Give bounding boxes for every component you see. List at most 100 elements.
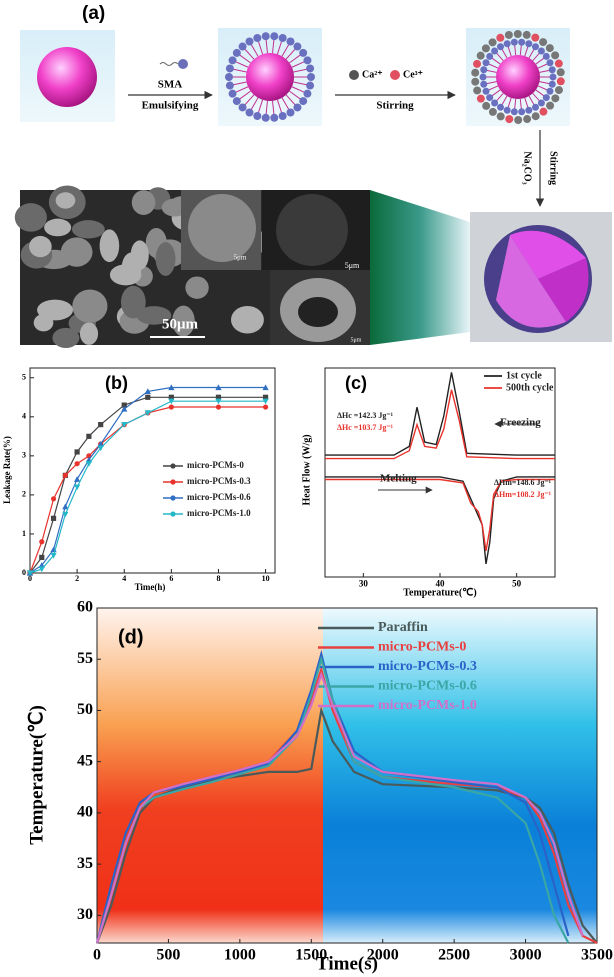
surfactant-head <box>303 56 312 65</box>
surfactant-head <box>238 42 247 51</box>
surfactant-tail <box>250 97 259 111</box>
x-tick-label: 4 <box>122 574 126 583</box>
surfactant-head <box>293 42 302 51</box>
surfactant-head <box>245 108 254 117</box>
scale-text: 5μm <box>234 254 247 262</box>
core-cutaway <box>538 258 589 322</box>
ion <box>496 112 505 121</box>
heating-region <box>97 608 323 943</box>
annotation: ΔHc =142.3 Jg⁻¹ <box>337 411 394 420</box>
panel-label: (a) <box>82 3 105 24</box>
ion <box>539 107 548 116</box>
plot-frame <box>29 367 276 574</box>
ion <box>546 101 555 110</box>
legend-label: 500th cycle <box>506 382 554 393</box>
legend-label: micro-PCMs-0.3 <box>187 476 251 486</box>
legend-label: micro-PCMs-0.6 <box>378 679 477 694</box>
surfactant-tail <box>276 40 283 55</box>
surfactant-head <box>232 48 241 57</box>
ion <box>554 86 563 95</box>
marker <box>121 405 128 412</box>
marker <box>262 398 269 405</box>
surfactant-head <box>532 43 539 51</box>
surfactant-head <box>306 64 315 73</box>
ion <box>522 30 531 39</box>
surfactant-tail <box>496 52 504 61</box>
surfactant-tail <box>514 45 517 56</box>
surfactant-head <box>548 66 556 74</box>
marker <box>168 404 174 410</box>
surfactant-head <box>479 73 487 81</box>
x-tick-label: 8 <box>216 574 220 583</box>
surfactant-head <box>270 32 279 41</box>
surfactant-head <box>228 89 237 98</box>
marker <box>38 566 45 573</box>
sem-particle <box>131 190 156 215</box>
surfactant-head <box>480 66 488 74</box>
surfactant-tail <box>291 86 305 93</box>
surfactant-tail <box>514 98 517 109</box>
ion <box>551 51 560 60</box>
surfactant-head <box>482 59 490 67</box>
marker <box>145 394 151 400</box>
sem-particle <box>172 305 195 337</box>
marker <box>73 476 81 482</box>
marker <box>168 398 175 405</box>
marker <box>262 394 269 400</box>
surfactant-tail <box>238 54 251 64</box>
sma-tail <box>159 62 179 66</box>
ion <box>488 107 497 116</box>
surfactant-tail <box>491 89 501 97</box>
surfactant-tail <box>535 89 545 97</box>
marker <box>168 394 174 400</box>
surfactant-head <box>225 81 234 90</box>
core-droplet <box>37 47 97 107</box>
surfactant-head <box>510 38 518 46</box>
annotation: Freezing <box>500 417 541 429</box>
series-line <box>29 406 266 574</box>
legend-label: micro-PCMs-1.0 <box>378 698 477 713</box>
surfactant-tail <box>293 68 308 73</box>
surfactant-tail <box>519 45 522 56</box>
surfactant-tail <box>235 86 249 93</box>
surfactant-head <box>491 47 499 55</box>
ion <box>473 86 482 95</box>
scale-text: 5μm <box>345 261 360 270</box>
ion <box>551 94 560 103</box>
surfactant-tail <box>528 95 535 105</box>
sem-sphere <box>188 194 256 262</box>
sem-particle <box>130 240 149 270</box>
x-tick-label: 50 <box>512 578 522 588</box>
marker <box>168 384 175 391</box>
coated-micelle <box>471 30 565 124</box>
surfactant-head <box>225 73 233 81</box>
sma-head <box>178 59 188 69</box>
annotation: ΔHc =103.7 Jg⁻¹ <box>337 423 394 432</box>
annotation: ΔHm=148.6 Jg⁻¹ <box>494 478 552 487</box>
surfactant-tail <box>285 94 296 106</box>
surfactant-tail <box>532 93 540 102</box>
ion <box>531 33 540 42</box>
surfactant-head <box>518 38 526 46</box>
surfactant-tail <box>265 100 268 115</box>
sem-particle <box>120 285 146 319</box>
ion <box>471 68 480 77</box>
sem-particle <box>109 264 142 286</box>
surfactant-tail <box>488 63 499 69</box>
y-tick-label: 45 <box>77 752 93 769</box>
ion <box>556 77 565 86</box>
sem-sphere <box>276 194 348 266</box>
surfactant-tail <box>281 43 290 57</box>
surfactant-tail <box>238 90 251 100</box>
surfactant-head <box>245 37 254 46</box>
ion <box>505 115 514 124</box>
surfactant-tail <box>289 90 302 100</box>
core-cutaway <box>510 230 586 279</box>
series-line <box>95 671 584 944</box>
surfactant-head <box>549 73 557 81</box>
surfactant-head <box>525 40 533 48</box>
surfactant-head <box>497 103 504 111</box>
surfactant-tail <box>532 52 540 61</box>
series-line <box>29 400 266 574</box>
marker <box>215 384 222 391</box>
